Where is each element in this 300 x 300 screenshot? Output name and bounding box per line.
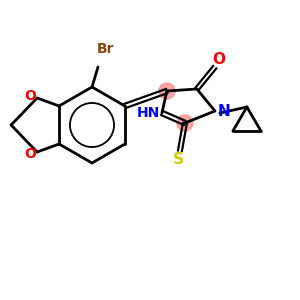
Text: Br: Br [97,42,115,56]
Text: O: O [212,52,225,67]
Text: N: N [218,103,230,118]
Text: S: S [172,152,183,167]
Text: O: O [24,147,36,161]
Circle shape [159,83,175,99]
Text: HN: HN [136,106,160,120]
Text: O: O [24,89,36,103]
Circle shape [177,115,193,131]
